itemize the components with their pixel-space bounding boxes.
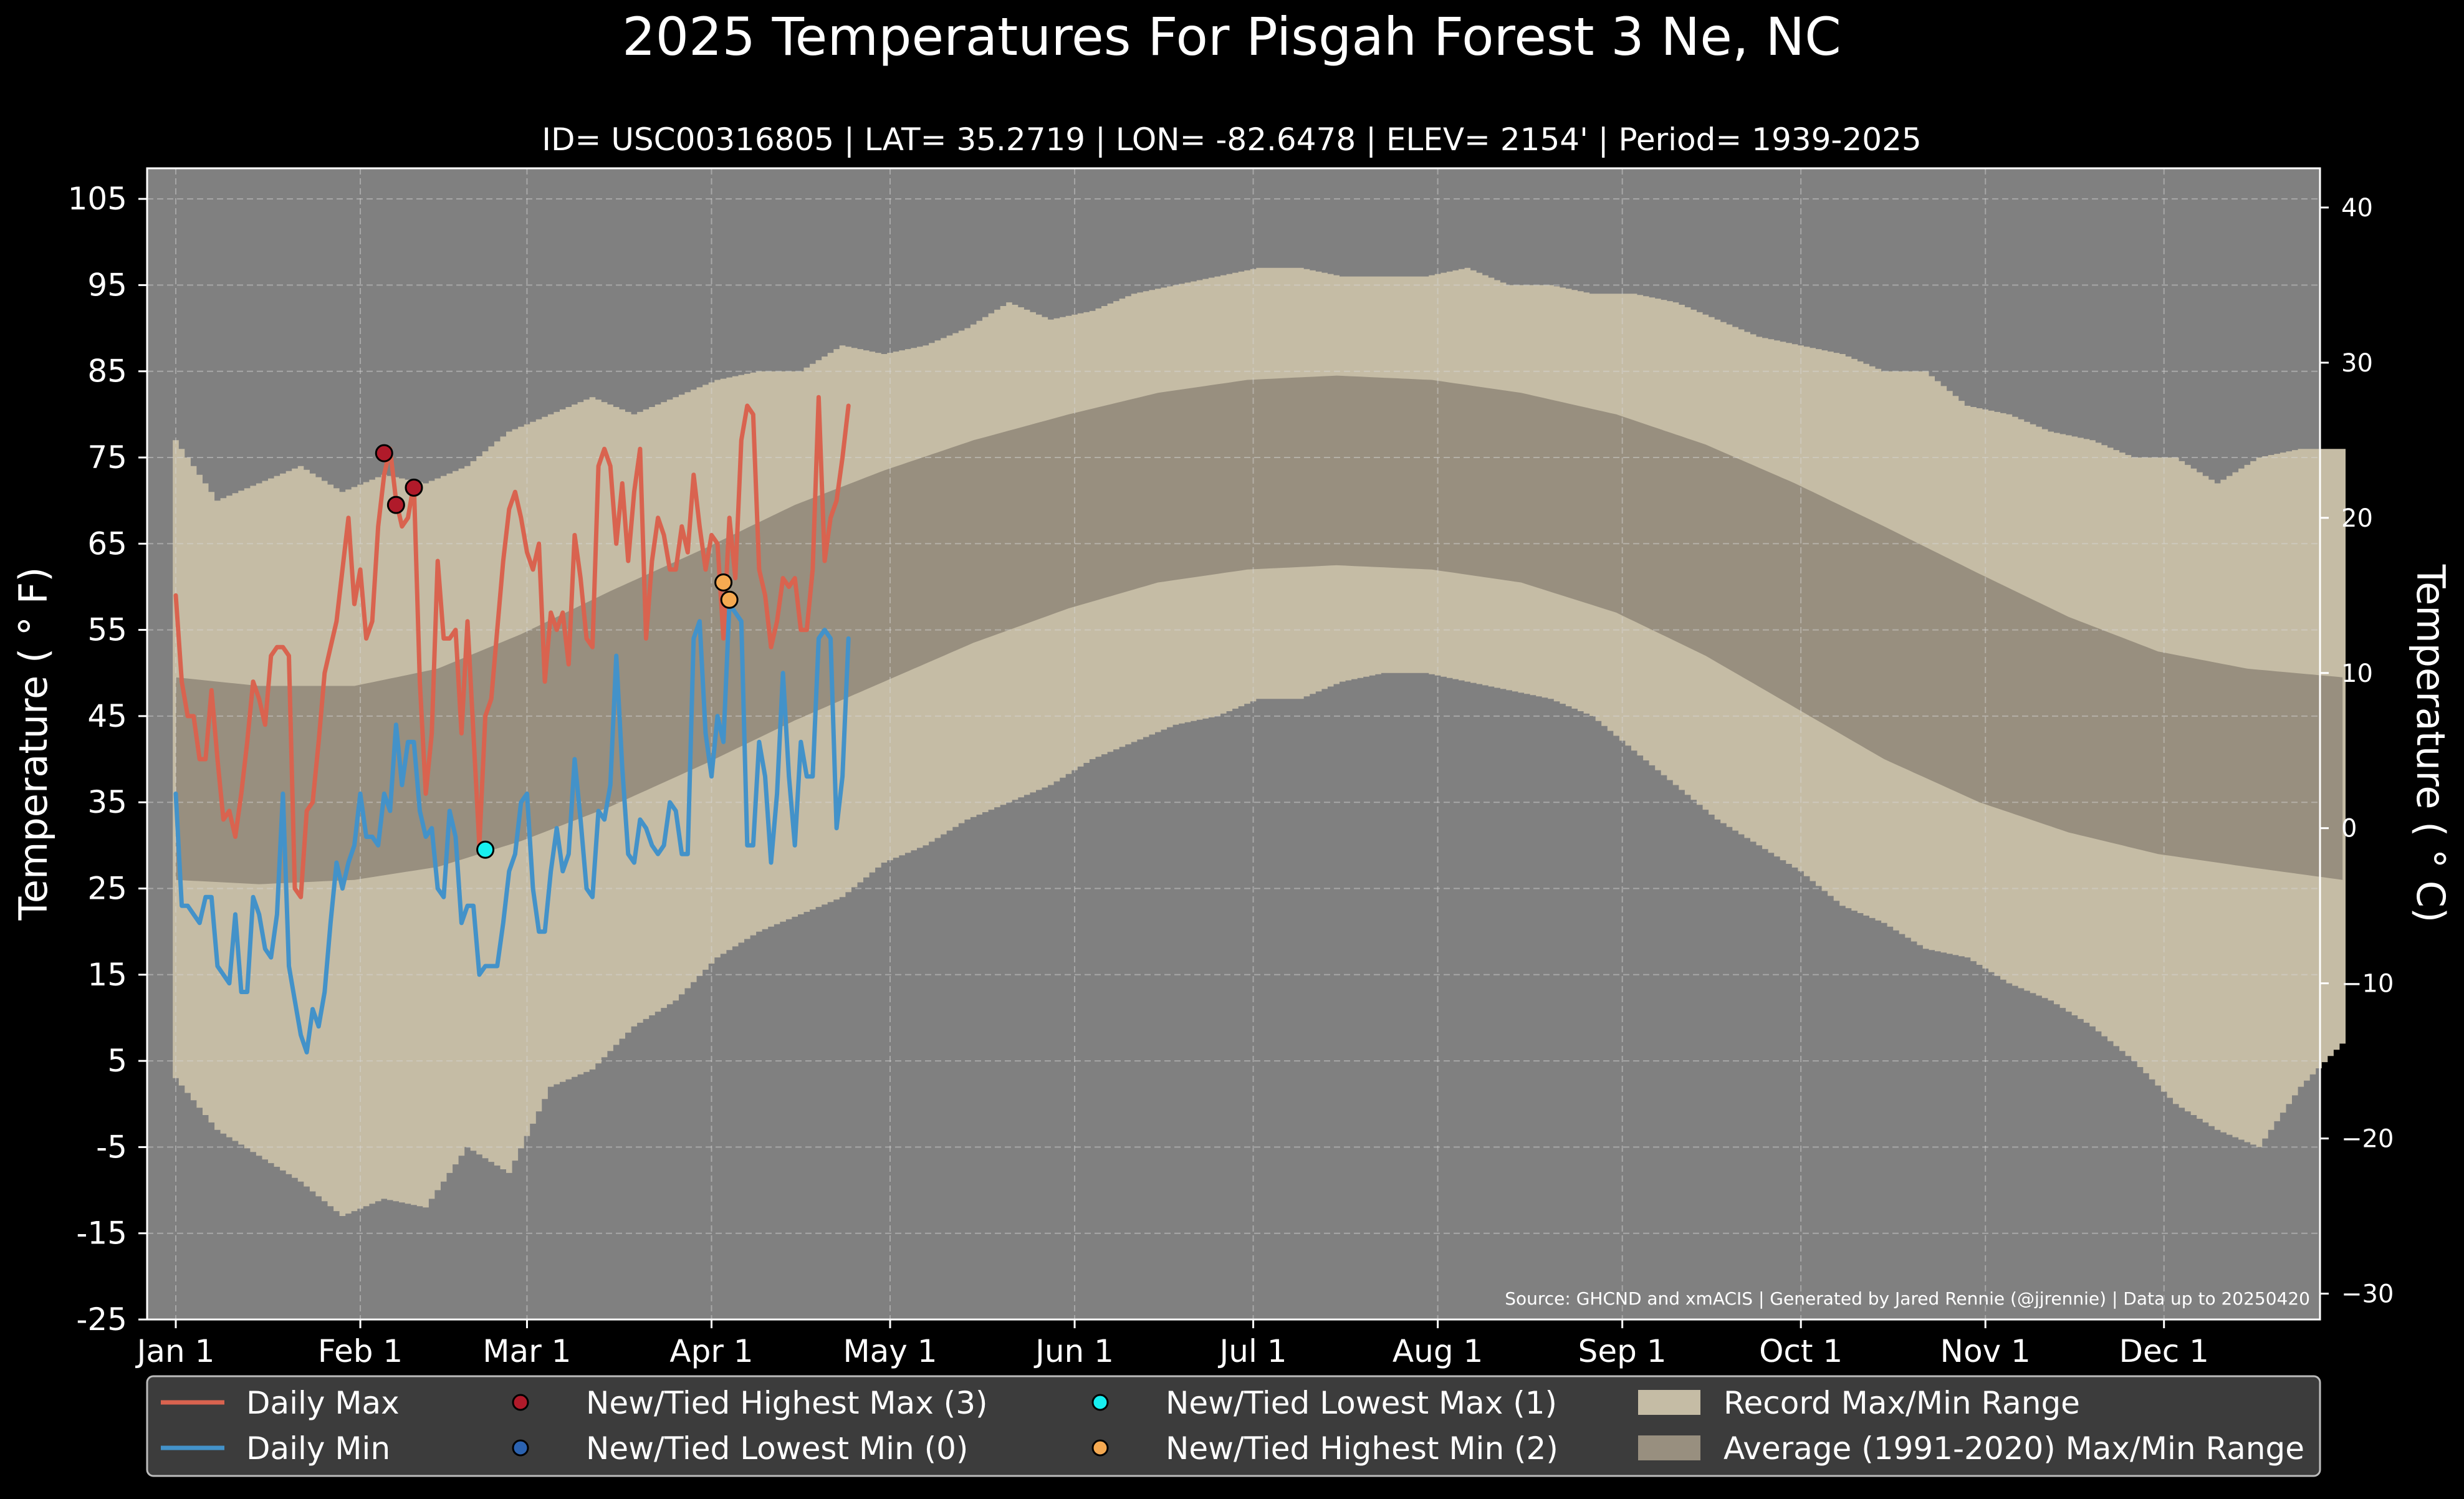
y-tick-label: 15 xyxy=(87,957,127,993)
y-tick-label: 65 xyxy=(87,525,127,562)
y-tick-label: 45 xyxy=(87,698,127,734)
x-tick-label: Feb 1 xyxy=(318,1333,403,1369)
x-tick-label: Oct 1 xyxy=(1759,1333,1843,1369)
x-tick-label: Jun 1 xyxy=(1033,1333,1114,1369)
x-tick-label: Jul 1 xyxy=(1218,1333,1287,1369)
chart-title: 2025 Temperatures For Pisgah Forest 3 Ne… xyxy=(622,6,1841,67)
y-tick-label: -15 xyxy=(76,1215,127,1252)
y-tick-label: 105 xyxy=(68,181,127,217)
y2-tick-label: −30 xyxy=(2341,1280,2394,1309)
record-marker-lowest-max xyxy=(476,840,495,859)
legend-label: Daily Max xyxy=(246,1385,400,1421)
legend-label: Average (1991-2020) Max/Min Range xyxy=(1723,1430,2304,1467)
y2-tick-label: −10 xyxy=(2341,970,2394,999)
legend: Daily Max Daily Min New/Tied Highest Max (… xyxy=(146,1375,2321,1477)
y2-tick-label: 40 xyxy=(2341,194,2373,223)
series-layer xyxy=(173,395,851,1055)
record-marker-highest-max xyxy=(386,496,405,514)
legend-label: New/Tied Lowest Max (1) xyxy=(1166,1385,1557,1421)
y2-tick-label: 20 xyxy=(2341,504,2373,533)
source-note: Source: GHCND and xmACIS | Generated by … xyxy=(1505,1288,2310,1309)
x-tick-label: Mar 1 xyxy=(482,1333,571,1369)
grid-layer xyxy=(147,168,2320,1320)
record-marker-highest-min xyxy=(720,590,739,609)
y-axis-label: Temperature ( ° F) xyxy=(11,567,56,921)
x-tick-label: Dec 1 xyxy=(2119,1333,2208,1369)
legend-swatch-dot xyxy=(1091,1394,1109,1411)
plot-frame xyxy=(146,167,2321,1321)
y-tick-label: 55 xyxy=(87,612,127,648)
legend-swatch-dot xyxy=(512,1439,529,1457)
y-tick-label: 35 xyxy=(87,784,127,820)
record-marker-highest-min xyxy=(714,573,733,592)
y2-tick-label: 0 xyxy=(2341,815,2357,843)
legend-swatch-patch xyxy=(1638,1435,1700,1460)
x-tick-label: Aug 1 xyxy=(1393,1333,1483,1369)
legend-label: New/Tied Highest Min (2) xyxy=(1166,1430,1558,1467)
chart-subtitle: ID= USC00316805 | LAT= 35.2719 | LON= -8… xyxy=(542,122,1921,158)
y-axis-celsius: 40 30 20 10 0 −10 −20 −30 xyxy=(2320,194,2394,1309)
y-tick-label: 5 xyxy=(107,1043,127,1079)
record-marker-layer xyxy=(375,444,739,859)
y2-tick-label: 30 xyxy=(2341,349,2373,378)
y-tick-label: 85 xyxy=(87,353,127,390)
legend-swatch-patch xyxy=(1638,1390,1700,1415)
legend-label: New/Tied Lowest Min (0) xyxy=(586,1430,968,1467)
x-tick-label: May 1 xyxy=(843,1333,937,1369)
legend-swatch-dot xyxy=(512,1394,529,1411)
legend-label: New/Tied Highest Max (3) xyxy=(586,1385,988,1421)
x-tick-label: Nov 1 xyxy=(1940,1333,2031,1369)
record-marker-highest-max xyxy=(405,478,423,497)
y-tick-label: -25 xyxy=(76,1301,127,1338)
y2-axis-label: Temperature ( ° C) xyxy=(2408,564,2453,923)
legend-box xyxy=(146,1375,2321,1477)
record-marker-highest-max xyxy=(375,444,393,462)
legend-swatch-dot xyxy=(1091,1439,1109,1457)
y-tick-label: -5 xyxy=(96,1129,127,1165)
y-axis-fahrenheit: 105 95 85 75 65 55 45 35 25 15 5 -5 -15 -25 xyxy=(68,181,147,1338)
y-tick-label: 25 xyxy=(87,871,127,907)
average-range-layer xyxy=(176,375,2343,884)
y2-tick-label: −20 xyxy=(2341,1125,2394,1154)
x-tick-label: Jan 1 xyxy=(135,1333,215,1369)
y2-tick-label: 10 xyxy=(2341,659,2373,688)
daily-max-line xyxy=(173,395,851,899)
x-tick-label: Sep 1 xyxy=(1578,1333,1667,1369)
daily-min-line xyxy=(173,601,851,1055)
legend-label: Record Max/Min Range xyxy=(1723,1385,2080,1421)
y-tick-label: 95 xyxy=(87,267,127,303)
legend-label: Daily Min xyxy=(246,1430,390,1467)
x-axis: Jan 1 Feb 1 Mar 1 Apr 1 May 1 Jun 1 Jul 1 Aug 1… xyxy=(135,1319,2209,1369)
x-tick-label: Apr 1 xyxy=(669,1333,753,1369)
y-tick-label: 75 xyxy=(87,439,127,476)
average-range-band xyxy=(176,375,2343,884)
